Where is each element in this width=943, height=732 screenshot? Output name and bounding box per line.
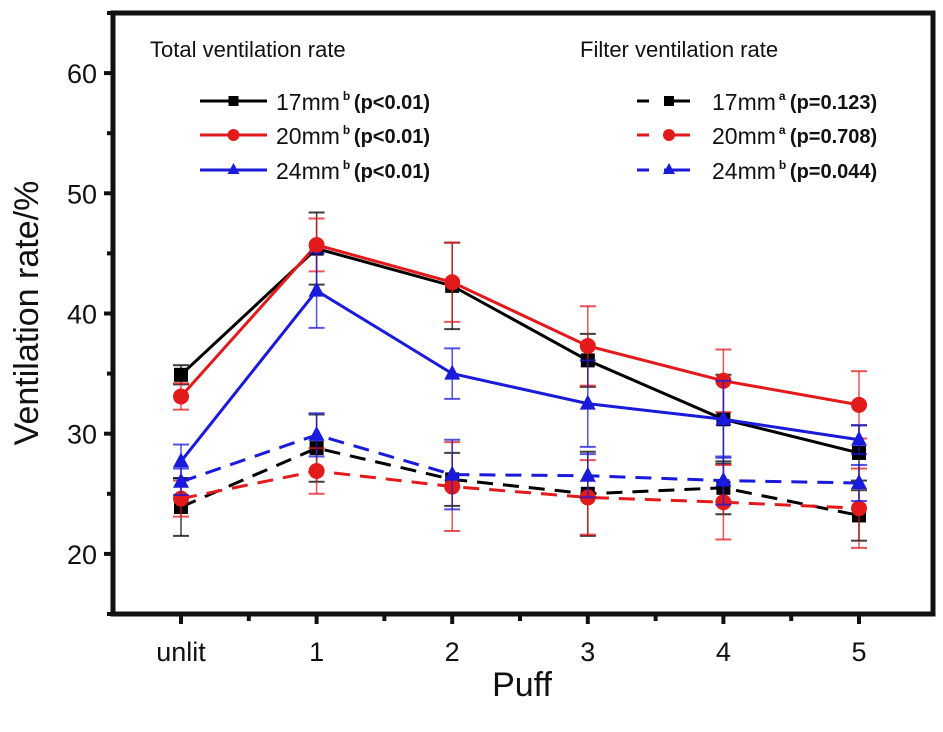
- marker-triangle: [444, 465, 461, 481]
- legend-label: 24mm: [276, 158, 340, 184]
- legend-item: 17mm a (p=0.123): [637, 89, 877, 115]
- marker-triangle: [851, 473, 867, 489]
- marker-triangle: [173, 472, 189, 488]
- marker-square: [228, 96, 239, 106]
- y-axis: 20 30 40 50 60: [67, 11, 113, 616]
- legend-superscript: b: [343, 89, 350, 103]
- legend-superscript: b: [343, 158, 350, 172]
- legend-title: Total ventilation rate: [150, 37, 346, 62]
- legend-label: 17mm: [712, 89, 776, 115]
- marker-circle: [851, 500, 867, 517]
- legend-item: 17mm b (p<0.01): [200, 89, 430, 115]
- marker-square: [664, 96, 674, 106]
- y-tick-label: 60: [67, 59, 97, 89]
- legend-pvalue: (p<0.01): [354, 92, 430, 114]
- legend-item: 20mm b (p<0.01): [200, 123, 430, 149]
- legend-pvalue: (p=0.708): [790, 126, 877, 148]
- legend-item: 24mm b (p=0.044): [637, 158, 877, 184]
- marker-triangle: [308, 425, 325, 441]
- x-tick-label: 2: [445, 637, 460, 667]
- marker-triangle: [227, 163, 240, 174]
- marker-triangle: [579, 394, 596, 410]
- series-17mm-filter: [173, 413, 867, 542]
- x-tick-label: 5: [851, 637, 866, 667]
- marker-circle: [173, 388, 189, 405]
- marker-triangle: [444, 364, 461, 380]
- y-axis-title: Ventilation rate/%: [8, 181, 46, 446]
- legend-label: 20mm: [276, 123, 340, 149]
- series-line: [179, 246, 860, 455]
- series-line: [180, 469, 860, 510]
- series-line: [180, 446, 860, 517]
- series-line: [179, 288, 860, 463]
- legend-label: 20mm: [712, 123, 776, 149]
- legend-superscript: a: [779, 123, 786, 137]
- marker-circle: [227, 129, 240, 141]
- series-line: [179, 243, 860, 407]
- legend-pvalue: (p=0.123): [790, 92, 877, 114]
- legend-item: 24mm b (p<0.01): [200, 158, 430, 184]
- marker-triangle: [715, 410, 732, 426]
- legend-superscript: b: [779, 158, 786, 172]
- legend-pvalue: (p<0.01): [354, 161, 430, 183]
- legend-superscript: b: [343, 123, 350, 137]
- marker-circle: [308, 236, 325, 253]
- marker-triangle: [663, 163, 675, 174]
- marker-triangle: [851, 430, 867, 446]
- marker-triangle: [715, 471, 732, 487]
- legend-item: 20mm a (p=0.708): [637, 123, 877, 149]
- marker-triangle: [308, 281, 325, 297]
- legend-title: Filter ventilation rate: [580, 37, 778, 62]
- marker-circle: [308, 462, 325, 479]
- x-axis: unlit 1 2 3 4 5: [156, 614, 867, 667]
- marker-circle: [851, 396, 867, 413]
- series-20mm-total: [173, 217, 867, 440]
- marker-circle: [444, 274, 461, 291]
- marker-circle: [663, 129, 675, 141]
- marker-triangle: [579, 466, 596, 482]
- series-layer: [173, 211, 867, 549]
- legend-label: 24mm: [712, 158, 776, 184]
- legend-label: 17mm: [276, 89, 340, 115]
- marker-triangle: [173, 452, 189, 468]
- x-tick-label: unlit: [156, 637, 206, 667]
- y-tick-label: 40: [67, 300, 97, 330]
- marker-circle: [579, 337, 596, 354]
- marker-square: [174, 367, 188, 382]
- y-tick-label: 20: [67, 540, 97, 570]
- legend-superscript: a: [779, 89, 786, 103]
- legend-pvalue: (p<0.01): [354, 126, 430, 148]
- x-tick-label: 4: [716, 637, 731, 667]
- y-tick-label: 30: [67, 420, 97, 450]
- y-tick-label: 50: [67, 179, 97, 209]
- x-axis-title: Puff: [492, 666, 552, 704]
- series-17mm-total: [173, 211, 867, 482]
- legend-pvalue: (p=0.044): [790, 161, 877, 183]
- x-tick-label: 1: [309, 637, 324, 667]
- series-24mm-filter: [173, 412, 867, 511]
- series-line: [180, 433, 860, 485]
- x-tick-label: 3: [580, 637, 595, 667]
